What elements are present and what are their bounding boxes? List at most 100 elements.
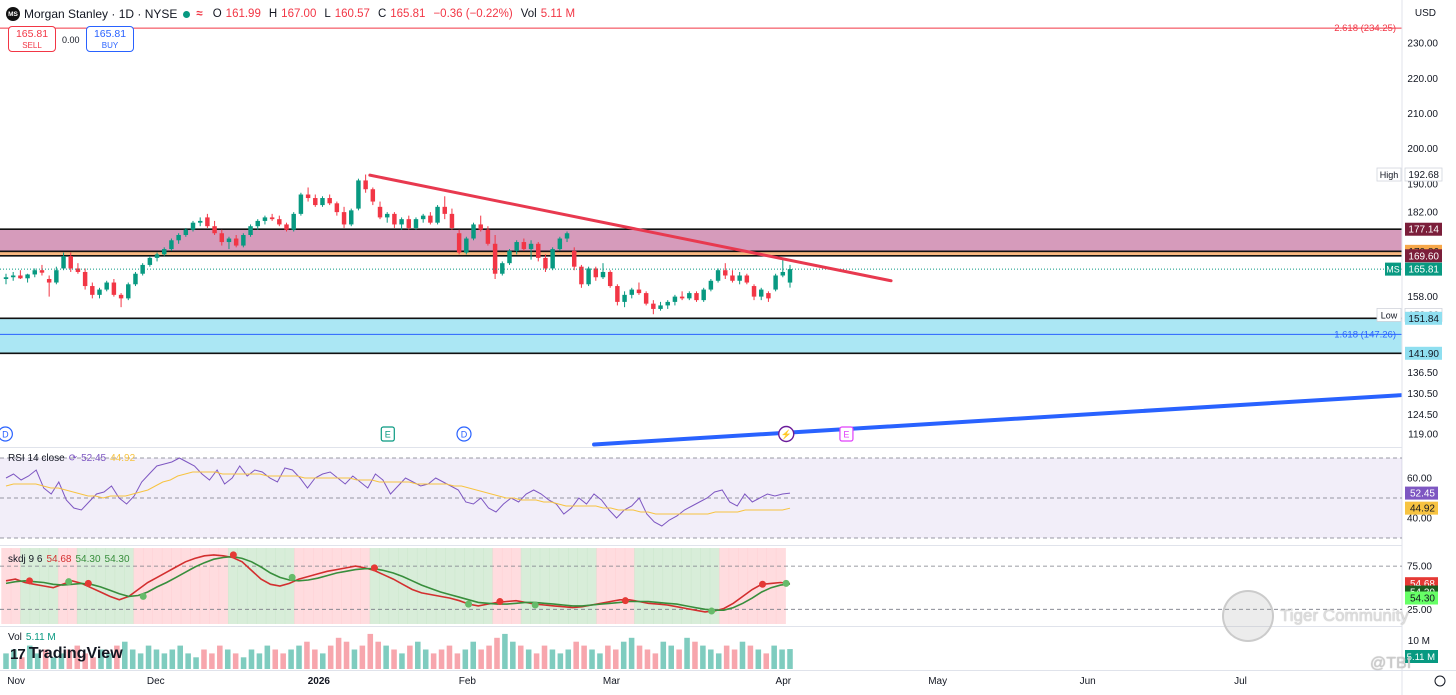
candle-body	[629, 289, 634, 295]
volume-bar	[573, 641, 579, 669]
sell-label: SELL	[22, 41, 42, 50]
currency-label[interactable]: USD	[1414, 8, 1436, 19]
skdj-background-band	[180, 548, 191, 624]
volume-bar	[42, 649, 49, 669]
price-axis-tick: 182.00	[1407, 208, 1438, 219]
skdj-cross-down-marker	[621, 597, 629, 605]
volume-bar	[510, 641, 516, 669]
candle-body	[126, 284, 131, 299]
volume-bar	[787, 649, 793, 669]
candle-body	[643, 293, 649, 304]
volume-bar	[620, 641, 627, 669]
price-tag-box	[1405, 222, 1442, 236]
volume-legend[interactable]: Vol 5.11 M	[8, 632, 56, 643]
candle-body	[766, 293, 771, 299]
open-label: O	[212, 8, 222, 20]
candle-body	[147, 257, 153, 265]
split-event-label: ⚡	[781, 429, 792, 441]
volume-bar	[375, 641, 381, 669]
upcoming-earnings-icon	[839, 426, 854, 442]
volume-bar	[335, 637, 342, 669]
volume-bar	[652, 653, 659, 669]
candle-body	[363, 180, 368, 190]
rsi-legend[interactable]: RSI 14 close ⟳ 52.45 44.92	[8, 453, 135, 464]
skdj-d-value: 54.30	[75, 554, 101, 565]
candle-body	[212, 226, 217, 234]
volume-bar	[533, 653, 540, 669]
skdj-background-band	[86, 548, 97, 624]
tiger-logo-icon	[1222, 590, 1274, 642]
skdj-legend[interactable]: skdj 9 6 54.68 54.30 54.30	[8, 554, 130, 565]
volume-bar	[755, 649, 762, 669]
skdj-background-band	[114, 548, 125, 624]
candle-body	[428, 215, 433, 223]
skdj-background-band	[209, 548, 220, 624]
volume-bar	[605, 645, 611, 669]
volume-bar	[185, 653, 191, 669]
skdj-background-band	[190, 548, 201, 624]
skdj-cross-down-marker	[496, 598, 504, 606]
volume-bar	[240, 657, 247, 669]
volume-bar	[486, 645, 492, 669]
candle-body	[370, 189, 376, 202]
candle-body	[456, 233, 462, 253]
volume-bar	[327, 645, 334, 669]
volume-bar	[114, 645, 120, 669]
rsi-title: RSI 14 close	[8, 453, 65, 464]
skdj-background-band	[360, 548, 371, 624]
volume-bar	[74, 645, 81, 669]
resistance-trendline	[368, 173, 893, 283]
time-axis-label: Feb	[459, 676, 477, 687]
candle-body	[248, 226, 253, 235]
volume-bar	[34, 653, 41, 669]
candle-body	[536, 243, 541, 258]
rsi-axis-tick: 40.00	[1407, 514, 1432, 525]
price-axis-tick: 190.00	[1407, 179, 1438, 190]
buy-button[interactable]: 165.81 BUY	[86, 26, 134, 52]
time-axis-label: Jun	[1080, 676, 1096, 687]
price-axis-tick: 130.50	[1407, 389, 1438, 400]
tradingview-logo[interactable]: 17 TradingView	[10, 645, 123, 663]
candle-body	[262, 217, 268, 221]
candle-body	[384, 213, 390, 218]
skdj-background-band	[586, 548, 597, 624]
refresh-icon[interactable]: ⟳	[68, 453, 78, 464]
skdj-background-band	[227, 548, 239, 624]
candle-body	[341, 212, 347, 225]
candle-body	[607, 271, 613, 287]
symbol-title[interactable]: Morgan Stanley · 1D · NYSE	[24, 7, 178, 21]
candle-body	[183, 229, 189, 235]
time-axis-label: Apr	[776, 676, 792, 687]
skdj-background-band	[133, 548, 144, 624]
candle-body	[226, 238, 232, 243]
price-tag-label: 169.60	[1408, 251, 1439, 262]
candle-body	[377, 206, 383, 218]
skdj-background-band	[511, 548, 522, 624]
sell-button[interactable]: 165.81 SELL	[8, 26, 56, 52]
volume-bar	[19, 657, 25, 669]
candle-body	[75, 268, 81, 272]
dividend-event-label: D	[461, 430, 468, 440]
upcoming-earnings-label: E	[843, 430, 849, 440]
volume-bar	[771, 645, 777, 669]
volume-bar	[304, 641, 310, 669]
skdj-background-band	[539, 548, 550, 624]
skdj-background-band	[483, 548, 494, 624]
tradingview-mark-icon: 17	[10, 645, 26, 663]
volume-bar	[613, 649, 619, 669]
candle-body	[586, 268, 591, 285]
volume-bar	[58, 653, 65, 669]
candle-body	[54, 270, 59, 283]
volume-bar	[312, 649, 318, 669]
candle-body	[162, 249, 167, 255]
candle-body	[291, 213, 296, 230]
price-tag-label: 192.68	[1408, 170, 1439, 181]
candle-body	[25, 274, 30, 279]
market-open-icon	[183, 10, 191, 18]
volume-bar	[11, 649, 17, 669]
price-axis-tick: 200.00	[1407, 144, 1438, 155]
candle-body	[111, 282, 117, 295]
close-label: C	[377, 8, 387, 20]
sell-price: 165.81	[15, 28, 49, 40]
